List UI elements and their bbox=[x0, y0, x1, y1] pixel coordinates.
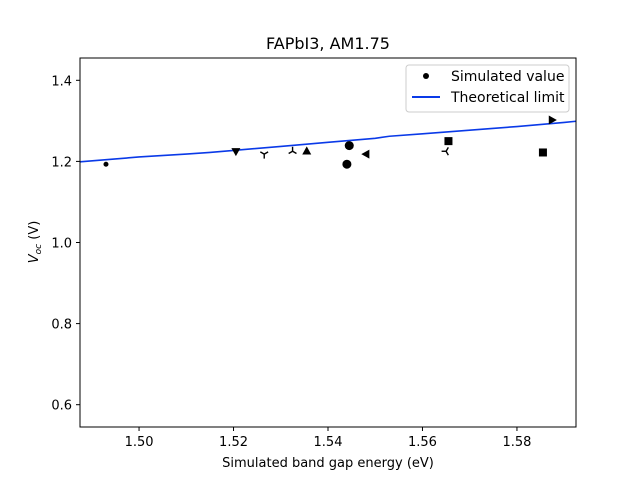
tri-marker-stroke bbox=[445, 150, 449, 156]
y-axis-label: Voc (V) bbox=[27, 221, 44, 264]
simulated-point bbox=[441, 147, 449, 156]
x-axis: 1.50 1.52 1.54 1.56 1.58 bbox=[125, 427, 531, 450]
tri-marker-stroke bbox=[292, 150, 297, 155]
y-axis-label-unit: (V) bbox=[27, 221, 42, 244]
legend-label-simulated: Simulated value bbox=[451, 69, 564, 85]
simulated-point bbox=[288, 146, 297, 155]
y-axis: 0.6 0.8 1.0 1.2 1.4 bbox=[51, 74, 80, 414]
y-tick-label: 0.8 bbox=[51, 318, 72, 333]
x-tick-label: 1.52 bbox=[219, 435, 248, 450]
legend: Simulated value Theoretical limit bbox=[405, 64, 570, 113]
simulated-point bbox=[231, 148, 241, 157]
simulated-point bbox=[444, 137, 453, 146]
y-tick-label: 0.6 bbox=[51, 399, 72, 414]
simulated-point bbox=[344, 141, 354, 151]
legend-box bbox=[405, 64, 570, 113]
legend-marker-simulated bbox=[423, 73, 429, 79]
tri-marker-stroke bbox=[288, 150, 293, 155]
x-tick-label: 1.54 bbox=[314, 435, 343, 450]
y-tick-label: 1.4 bbox=[51, 74, 72, 89]
tri-marker-stroke bbox=[259, 151, 265, 155]
simulated-point bbox=[342, 159, 352, 169]
plot-area bbox=[79, 115, 577, 169]
x-axis-label: Simulated band gap energy (eV) bbox=[222, 456, 434, 471]
axes-frame bbox=[79, 57, 577, 428]
tri-marker-stroke bbox=[263, 151, 269, 155]
y-tick-label: 1.2 bbox=[51, 155, 72, 170]
simulated-point bbox=[538, 148, 547, 157]
x-tick-label: 1.58 bbox=[502, 435, 531, 450]
y-axis-label-main: V bbox=[27, 253, 42, 263]
simulated-point bbox=[302, 146, 312, 155]
simulated-point bbox=[361, 149, 370, 159]
legend-label-theoretical: Theoretical limit bbox=[450, 90, 565, 106]
simulated-point bbox=[259, 151, 269, 159]
x-tick-label: 1.50 bbox=[125, 435, 154, 450]
y-tick-label: 1.0 bbox=[51, 237, 72, 252]
y-axis-label-sub: oc bbox=[34, 244, 44, 255]
simulated-point bbox=[103, 161, 109, 167]
theoretical-limit-line bbox=[79, 120, 577, 163]
x-tick-label: 1.56 bbox=[408, 435, 437, 450]
simulated-point bbox=[548, 115, 557, 125]
tri-marker-stroke bbox=[445, 147, 449, 152]
chart-title: FAPbI3, AM1.75 bbox=[266, 34, 390, 53]
